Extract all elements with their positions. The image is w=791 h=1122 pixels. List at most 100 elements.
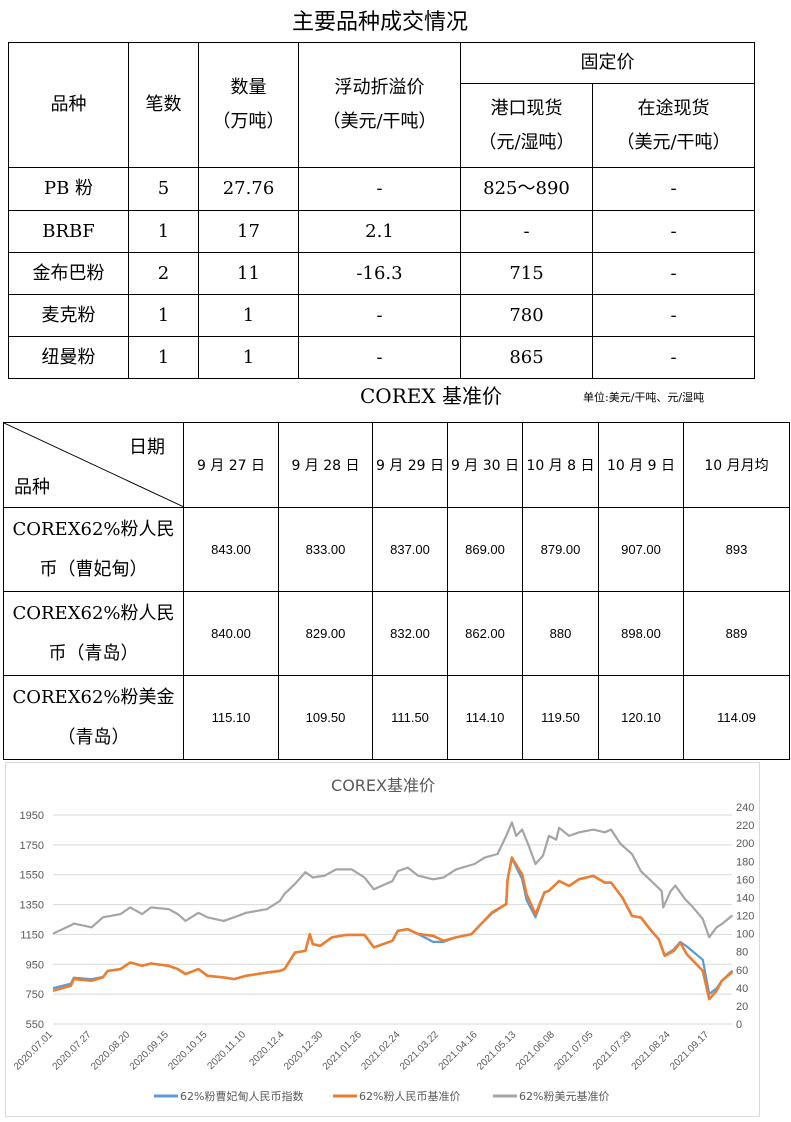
x-tick-label: 2021.04.16	[437, 1029, 480, 1072]
x-tick-label: 2021.05.13	[475, 1029, 518, 1072]
value-cell: 109.50	[278, 675, 373, 760]
cell-qty: 1	[198, 294, 299, 337]
series-line-2	[52, 821, 734, 939]
header-variety: 品种	[8, 42, 129, 168]
header-qty-label: 数量	[230, 77, 267, 98]
cell-transit: -	[592, 167, 755, 211]
table-row: COREX62%粉人民币（曹妃甸） 843.00 833.00 837.00 869.0…	[3, 507, 790, 592]
y-left-tick-label: 1150	[20, 929, 44, 941]
x-tick-label: 2021.07.29	[591, 1029, 634, 1072]
x-tick-label: 2020.10.15	[166, 1029, 209, 1072]
header-float-unit: （美元/干吨）	[322, 111, 437, 132]
corner-date: 日期	[129, 437, 165, 458]
cell-port: 780	[460, 294, 593, 337]
table-row: 麦克粉 1 1-780-	[8, 294, 755, 337]
value-cell: 832.00	[372, 591, 448, 676]
table-row: PB 粉 5 27.76-825～890-	[8, 167, 755, 211]
column-header: 9 月 30 日	[447, 422, 523, 508]
value-cell: 889	[683, 591, 790, 676]
x-tick-label: 2021.01.26	[321, 1029, 364, 1072]
cell-transit: -	[592, 336, 755, 379]
y-right-tick-label: 200	[736, 838, 754, 850]
header-port-label: 港口现货	[490, 97, 563, 119]
table-row: 纽曼粉 1 1-865-	[8, 336, 755, 379]
x-tick-label: 2020.08.20	[89, 1029, 132, 1072]
y-right-tick-label: 220	[736, 820, 754, 832]
header-qty: 数量 （万吨）	[198, 42, 299, 168]
x-tick-label: 2021.07.05	[552, 1029, 595, 1072]
cell-count: 5	[128, 167, 199, 211]
corner-variety: 品种	[14, 477, 50, 498]
y-right-tick-label: 180	[736, 856, 754, 868]
series-line-1	[52, 856, 734, 1001]
x-tick-label: 2021.08.24	[630, 1029, 673, 1072]
cell-qty: 11	[198, 252, 299, 295]
column-header: 10 月 9 日	[598, 422, 684, 508]
x-tick-label: 2020.07.27	[51, 1029, 94, 1072]
cell-transit: -	[592, 252, 755, 295]
value-cell: 840.00	[183, 591, 279, 676]
table-row: BRBF 1 17 2.1- -	[8, 210, 755, 253]
corner-cell: 日期品种	[3, 422, 184, 508]
cell-float: -16.3	[298, 252, 461, 295]
cell-count: 1	[128, 210, 199, 253]
table2-title: COREX 基准价	[360, 384, 502, 408]
column-header: 10 月月均	[683, 422, 790, 508]
header-fixed: 固定价	[460, 42, 755, 84]
column-header: 9 月 27 日	[183, 422, 279, 508]
table-row: COREX62%粉美金（青岛） 115.10 109.50 111.50 114.10 1…	[3, 675, 790, 760]
y-left-tick-label: 1550	[20, 870, 44, 882]
x-tick-label: 2021.03.22	[398, 1029, 441, 1072]
value-cell: 837.00	[372, 507, 448, 592]
chart-container: COREX基准价 550 750 950 1150 1350 1550 1750 1950 0 20…	[5, 762, 760, 1117]
cell-count: 2	[128, 252, 199, 295]
y-right-tick-label: 40	[736, 983, 748, 995]
value-cell: 893	[683, 507, 790, 592]
y-right-tick-label: 120	[736, 911, 754, 923]
cell-transit: -	[592, 210, 755, 253]
cell-count: 1	[128, 294, 199, 337]
header-transit: 在途现货 （美元/干吨）	[592, 83, 755, 168]
cell-variety: 麦克粉	[8, 294, 129, 337]
header-qty-unit: （万吨）	[212, 111, 285, 132]
x-tick-label: 2020.12.4	[247, 1029, 287, 1069]
header-transit-label: 在途现货	[637, 97, 710, 119]
value-cell: 862.00	[447, 591, 523, 676]
legend-label: 62%粉美元基准价	[519, 1090, 609, 1103]
value-cell: 115.10	[183, 675, 279, 760]
cell-variety: PB 粉	[8, 167, 129, 211]
table-row: COREX62%粉人民币（青岛） 840.00 829.00 832.00 862.00…	[3, 591, 790, 676]
cell-transit: -	[592, 294, 755, 337]
y-left-tick-label: 950	[26, 959, 44, 971]
cell-float: -	[298, 336, 461, 379]
y-left-tick-label: 750	[26, 989, 44, 1001]
header-port-unit: （元/湿吨）	[478, 131, 575, 153]
chart-title: COREX基准价	[331, 776, 435, 795]
header-float-label: 浮动折溢价	[334, 77, 425, 98]
cell-port: 825～890	[460, 167, 593, 211]
unit-note: 单位:美元/干吨、元/湿吨	[583, 391, 705, 404]
legend-label: 62%粉曹妃甸人民币指数	[180, 1089, 303, 1103]
header-float: 浮动折溢价 （美元/干吨）	[298, 42, 461, 168]
x-tick-label: 2021.06.08	[514, 1029, 557, 1072]
y-right-tick-label: 100	[736, 929, 754, 941]
y-right-tick-label: 240	[736, 802, 754, 814]
y-right-tick-label: 80	[736, 947, 748, 959]
value-cell: 114.09	[683, 675, 790, 760]
value-cell: 119.50	[522, 675, 599, 760]
cell-variety: BRBF	[8, 210, 129, 253]
cell-variety: 金布巴粉	[8, 252, 129, 295]
value-cell: 869.00	[447, 507, 523, 592]
row-name: COREX62%粉人民币（青岛）	[3, 591, 184, 676]
table-row: 金布巴粉 2 11 -16.3 715-	[8, 252, 755, 295]
y-right-tick-label: 20	[736, 1001, 748, 1013]
value-cell: 907.00	[598, 507, 684, 592]
value-cell: 114.10	[447, 675, 523, 760]
value-cell: 880	[522, 591, 599, 676]
header-transit-unit: （美元/干吨）	[616, 131, 731, 153]
table1-title: 主要品种成交情况	[291, 10, 468, 35]
x-tick-label: 2020.07.01	[12, 1029, 55, 1072]
row-name: COREX62%粉美金（青岛）	[3, 675, 184, 760]
y-left-tick-label: 1350	[20, 900, 44, 912]
